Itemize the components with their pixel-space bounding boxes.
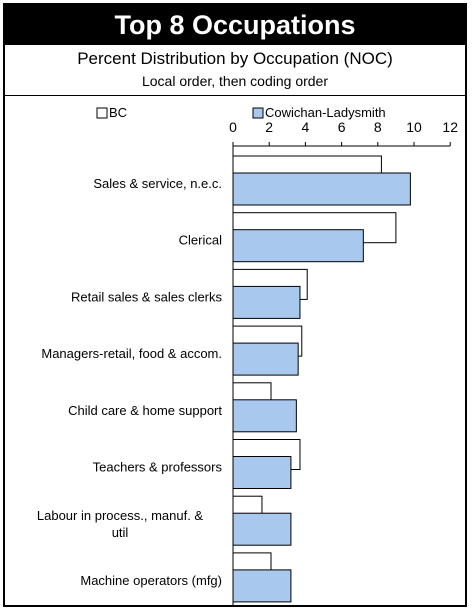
x-tick-label-0: 0 (229, 119, 237, 135)
x-tick-label-10: 10 (406, 119, 422, 135)
category-label-1: Sales & service, n.e.c. (93, 176, 222, 191)
bar-cowichan-1 (232, 172, 411, 206)
legend-label-bc: BC (109, 105, 127, 120)
category-label-3: Retail sales & sales clerks (71, 289, 222, 304)
legend-swatch-cowichan (252, 107, 264, 119)
bar-cowichan-3 (232, 285, 301, 319)
bar-cowichan-4 (232, 342, 299, 376)
bar-cowichan-6 (232, 456, 292, 489)
chart-title: Top 8 Occupations (5, 5, 465, 45)
x-tick-label-12: 12 (442, 119, 458, 135)
category-label-8: Machine operators (mfg) (80, 573, 222, 588)
x-tick-label-2: 2 (265, 119, 273, 135)
x-tick-label-8: 8 (374, 119, 382, 135)
category-label-4: Managers-retail, food & accom. (41, 346, 222, 361)
chart-subtitle: Percent Distribution by Occupation (NOC) (77, 49, 393, 68)
chart-area (5, 95, 465, 605)
chart-subsubtitle: Local order, then coding order (141, 73, 328, 89)
category-label-5: Child care & home support (68, 403, 222, 418)
bar-cowichan-7 (232, 512, 292, 546)
category-label-2: Clerical (179, 233, 222, 248)
category-label-6: Teachers & professors (93, 460, 223, 475)
legend-label-cowichan: Cowichan-Ladysmith (265, 105, 386, 120)
bar-cowichan-2 (232, 229, 364, 263)
x-tick-label-4: 4 (302, 119, 310, 135)
category-label-7: Labour in process., manuf. & util (37, 508, 204, 540)
legend-swatch-bc (96, 107, 108, 119)
x-tick-label-6: 6 (338, 119, 346, 135)
bar-cowichan-8 (232, 569, 292, 603)
bar-cowichan-5 (232, 399, 297, 433)
